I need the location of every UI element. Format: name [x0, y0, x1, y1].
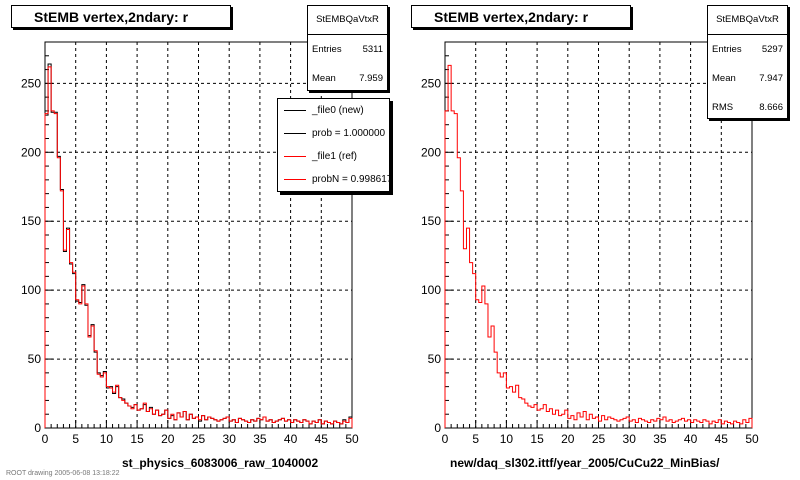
stats-entries-row: Entries 5297 [708, 35, 787, 64]
x-tick-label: 45 [315, 432, 329, 446]
legend-line-black [284, 110, 306, 111]
x-tick-label: 30 [223, 432, 237, 446]
legend-line-red [284, 179, 306, 180]
stats-entries-label: Entries [712, 44, 742, 55]
stats-box-right: StEMBQaVtxR Entries 5297 Mean 7.947 RMS … [707, 5, 788, 119]
stats-box-left: StEMBQaVtxR Entries 5311 Mean 7.959 [307, 5, 388, 91]
legend-entry-file0: _file0 (new) [278, 99, 389, 122]
x-tick-label: 10 [500, 432, 514, 446]
legend-line-black [284, 133, 306, 134]
y-tick-label: 150 [21, 214, 41, 228]
x-tick-label: 35 [653, 432, 667, 446]
x-tick-label: 20 [561, 432, 575, 446]
stats-mean-row: Mean 7.959 [308, 64, 387, 93]
stats-mean-label: Mean [312, 73, 336, 84]
x-tick-label: 20 [161, 432, 175, 446]
y-tick-label: 0 [34, 421, 41, 435]
stats-rms-row: RMS 8.666 [708, 93, 787, 122]
x-tick-label: 45 [715, 432, 729, 446]
y-tick-label: 50 [28, 352, 42, 366]
x-tick-label: 25 [592, 432, 606, 446]
legend-line-red [284, 156, 306, 157]
legend-entry-probn: probN = 0.998617 [278, 168, 389, 191]
y-tick-label: 250 [421, 76, 441, 90]
x-tick-label: 30 [623, 432, 637, 446]
x-tick-label: 25 [192, 432, 206, 446]
stats-entries-value: 5297 [761, 44, 783, 55]
x-tick-label: 40 [284, 432, 298, 446]
x-tick-label: 5 [72, 432, 79, 446]
x-tick-label: 10 [100, 432, 114, 446]
x-axis-label-right: new/daq_sl302.ittf/year_2005/CuCu22_MinB… [450, 456, 720, 470]
y-tick-label: 150 [421, 214, 441, 228]
x-tick-label: 15 [130, 432, 144, 446]
stats-rms-value: 8.666 [759, 102, 783, 113]
histogram-plot-right: 0 5 10 15 20 25 30 35 40 45 50 0 50 100 150 200 250 [421, 41, 759, 446]
histogram-title-left: StEMB vertex,2ndary: r [11, 5, 231, 28]
histogram-series-0 [444, 64, 753, 428]
stats-mean-label: Mean [712, 73, 736, 84]
stats-mean-value: 7.959 [359, 73, 383, 84]
stats-entries-value: 5311 [362, 44, 383, 55]
legend-label: _file1 (ref) [312, 151, 358, 162]
y-tick-label: 50 [428, 352, 442, 366]
stats-mean-value: 7.947 [759, 73, 783, 84]
footer-timestamp: ROOT drawing 2005-06-08 13:18:22 [6, 470, 120, 477]
legend-label: _file0 (new) [312, 105, 364, 116]
stats-entries-row: Entries 5311 [308, 35, 387, 64]
x-axis-label-left: st_physics_6083006_raw_1040002 [122, 456, 319, 470]
legend-label: probN = 0.998617 [312, 174, 390, 185]
x-tick-label: 35 [253, 432, 267, 446]
stats-box-name: StEMBQaVtxR [308, 6, 387, 35]
legend-label: prob = 1.000000 [312, 128, 386, 139]
histogram-title-right: StEMB vertex,2ndary: r [411, 5, 631, 28]
y-tick-label: 200 [421, 145, 441, 159]
stats-mean-row: Mean 7.947 [708, 64, 787, 93]
y-tick-label: 0 [434, 421, 441, 435]
y-tick-label: 100 [21, 283, 41, 297]
x-tick-label: 50 [745, 432, 759, 446]
legend-entry-file1: _file1 (ref) [278, 145, 389, 168]
x-tick-label: 0 [442, 432, 449, 446]
histogram-series-1 [44, 66, 353, 428]
legend-entry-prob: prob = 1.000000 [278, 122, 389, 145]
y-tick-label: 250 [21, 76, 41, 90]
x-tick-label: 40 [684, 432, 698, 446]
y-tick-label: 200 [21, 145, 41, 159]
x-tick-label: 0 [42, 432, 49, 446]
stats-box-name: StEMBQaVtxR [708, 6, 787, 35]
x-tick-label: 5 [472, 432, 479, 446]
x-tick-label: 15 [530, 432, 544, 446]
stats-rms-label: RMS [712, 102, 734, 113]
stats-entries-label: Entries [312, 44, 342, 55]
legend-box: _file0 (new) prob = 1.000000 _file1 (ref… [277, 98, 390, 192]
x-tick-label: 50 [345, 432, 359, 446]
y-tick-label: 100 [421, 283, 441, 297]
